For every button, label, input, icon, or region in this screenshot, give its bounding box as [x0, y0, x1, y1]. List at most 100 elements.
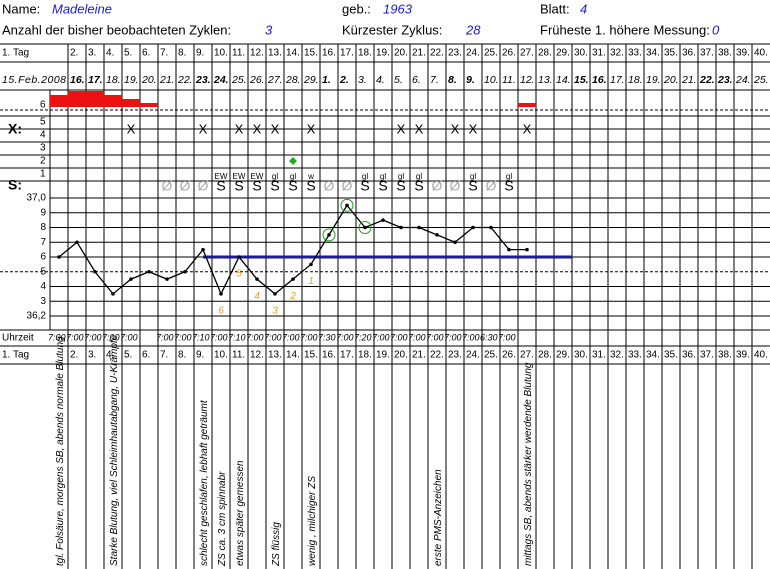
- date-label: 24.: [735, 74, 751, 86]
- row-label: 6: [40, 100, 46, 111]
- day-label: 37.: [700, 48, 714, 59]
- time-label: 7:00: [300, 332, 318, 342]
- date-label: 23.: [195, 74, 211, 86]
- circled-point: [322, 228, 336, 242]
- row-label: 5: [40, 117, 46, 128]
- s-mark: S: [234, 178, 243, 194]
- day-label: 24.: [466, 48, 480, 59]
- day-label: 10.: [214, 350, 228, 361]
- day-label: 1. Tag: [2, 48, 29, 59]
- day-label: 25.: [484, 350, 498, 361]
- y-tick-label: 3: [40, 296, 46, 307]
- day-label: 14.: [286, 350, 300, 361]
- day-label: 3.: [88, 350, 96, 361]
- row-label: 2: [40, 156, 46, 167]
- day-label: 13.: [268, 48, 282, 59]
- time-label: 7:00: [462, 332, 480, 342]
- day-label: 12.: [250, 350, 264, 361]
- date-label: 29.: [303, 74, 319, 86]
- circled-point: [340, 198, 354, 212]
- day-label: 16.: [322, 350, 336, 361]
- temperature-point: [309, 262, 313, 267]
- day-label: 18.: [358, 350, 372, 361]
- time-label: 7:00: [372, 332, 390, 342]
- date-label: 25.: [231, 74, 247, 86]
- value: 1963: [383, 1, 413, 16]
- day-label: 12.: [250, 48, 264, 59]
- count-label: 5: [236, 269, 242, 280]
- day-label: 23.: [448, 48, 462, 59]
- x-mark: X: [235, 121, 244, 136]
- s-mark: Ø: [432, 178, 443, 194]
- day-label: 5.: [124, 350, 132, 361]
- y-tick-label: 6: [40, 252, 46, 263]
- day-label: 37.: [700, 350, 714, 361]
- bleeding-bar: [122, 99, 140, 107]
- day-label: 4.: [106, 48, 114, 59]
- day-label: 34.: [646, 350, 660, 361]
- date-label: 17.: [610, 74, 625, 86]
- date-label: 18.: [106, 74, 121, 86]
- x-mark: X: [199, 121, 208, 136]
- day-label: 15.: [304, 48, 318, 59]
- time-label: 7:00: [210, 332, 228, 342]
- bleeding-bar: [86, 91, 104, 107]
- s-mark: S: [396, 178, 405, 194]
- temperature-point: [435, 233, 439, 237]
- time-label: 7:00: [498, 332, 516, 342]
- day-label: 32.: [610, 48, 624, 59]
- date-label: 19.: [646, 74, 661, 86]
- y-tick-label: 7: [40, 237, 46, 248]
- temperature-point: [345, 203, 349, 208]
- day-label: 34.: [646, 48, 660, 59]
- time-label: 7:00: [66, 332, 84, 342]
- circled-point: [358, 221, 372, 234]
- s-mark: S: [306, 178, 315, 194]
- date-label: 5.: [394, 74, 403, 86]
- day-label: 31.: [592, 48, 606, 59]
- day-label: 40.: [754, 48, 768, 59]
- day-label: 39.: [736, 350, 750, 361]
- date-label: 27.: [267, 74, 283, 86]
- date-label: 21.: [159, 74, 175, 86]
- time-label: 7:00: [444, 332, 462, 342]
- label: geb.:: [342, 1, 371, 16]
- label: Name:: [2, 1, 40, 16]
- time-label: 7:00: [246, 332, 264, 342]
- day-label: 6.: [142, 350, 150, 361]
- day-label: 11.: [232, 48, 245, 59]
- date-label: 1.: [322, 74, 331, 86]
- time-label: 7:00: [282, 332, 300, 342]
- date-label: 24.: [213, 74, 229, 86]
- day-label: 18.: [358, 48, 372, 59]
- day-label: 7.: [160, 350, 168, 361]
- day-label: 36.: [682, 48, 696, 59]
- s-mark: S: [504, 178, 513, 194]
- s-mark: S: [216, 178, 225, 194]
- temperature-point: [93, 269, 97, 274]
- day-label: 32.: [610, 350, 624, 361]
- day-label: 31.: [592, 350, 606, 361]
- date-label: 11.: [502, 74, 516, 86]
- s-note: gl: [272, 172, 278, 181]
- value: 0: [712, 22, 720, 37]
- x-mark: X: [415, 121, 424, 136]
- time-label: 7:00: [48, 332, 66, 342]
- row-label: S:: [8, 177, 22, 193]
- day-label: 3.: [88, 48, 96, 59]
- day-label: 33.: [628, 48, 642, 59]
- day-label: 33.: [628, 350, 642, 361]
- temperature-point: [291, 277, 295, 281]
- date-label: 22.: [177, 74, 193, 86]
- y-tick-label: 9: [40, 207, 46, 218]
- s-mark: Ø: [450, 178, 461, 194]
- time-label: 7:00: [264, 332, 282, 342]
- date-label: 16.: [592, 74, 607, 86]
- day-label: 35.: [664, 350, 678, 361]
- bleeding-bar: [50, 95, 68, 107]
- note: ZS ca. 3 cm spinnabr: [217, 471, 228, 567]
- date-label: 12.: [520, 74, 535, 86]
- time-label: 7:20: [354, 332, 372, 342]
- value: 4: [580, 1, 587, 16]
- time-label: 7:00: [174, 332, 192, 342]
